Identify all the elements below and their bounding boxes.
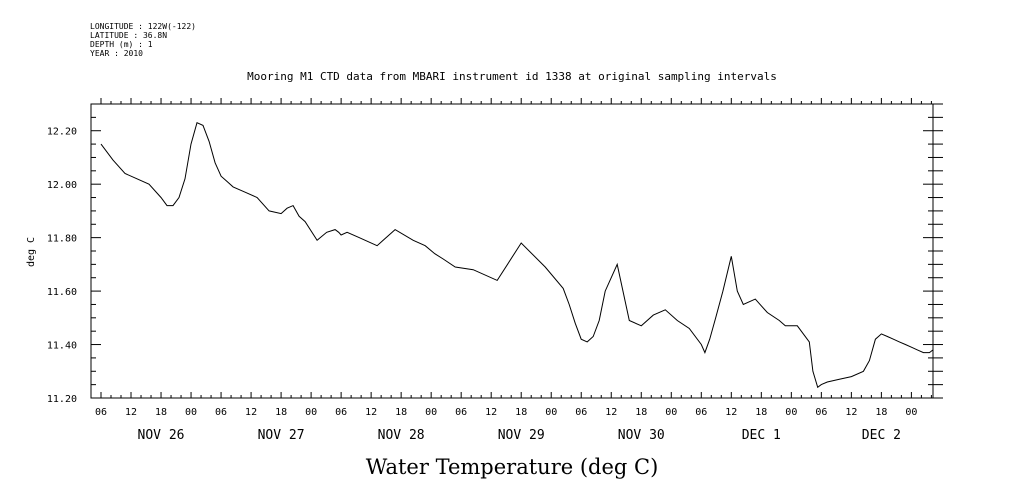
x-hour-tick-label: 18	[515, 407, 527, 418]
x-hour-tick-label: 06	[455, 407, 467, 418]
x-hour-tick-label: 18	[395, 407, 407, 418]
x-day-label: NOV 26	[138, 428, 185, 443]
x-hour-tick-label: 00	[305, 407, 317, 418]
x-hour-tick-label: 00	[425, 407, 437, 418]
x-day-label: NOV 30	[618, 428, 665, 443]
x-hour-tick-label: 06	[215, 407, 227, 418]
y-tick-label: 12.20	[47, 127, 77, 138]
y-tick-label: 11.20	[47, 394, 77, 405]
x-hour-tick-label: 12	[125, 407, 137, 418]
temperature-series-line	[100, 122, 934, 389]
x-hour-tick-label: 00	[665, 407, 677, 418]
x-hour-tick-label: 18	[635, 407, 647, 418]
x-hour-tick-label: 12	[245, 407, 257, 418]
axes-group: 06 12 18 00 06 12 18 00 06 12 18 00 06 12 18 00 06 12 18 00…	[47, 98, 943, 443]
x-hour-tick-label: 18	[155, 407, 167, 418]
depth-label: DEPTH (m) : 1	[90, 40, 153, 49]
plot-frame	[90, 103, 934, 399]
x-hour-tick-label: 12	[845, 407, 857, 418]
latitude-label: LATITUDE : 36.8N	[90, 31, 168, 40]
x-hour-tick-label: 00	[185, 407, 197, 418]
longitude-label: LONGITUDE : 122W(-122)	[90, 22, 196, 31]
x-hour-tick-label: 18	[755, 407, 767, 418]
y-tick-label: 12.00	[47, 180, 77, 191]
year-label: YEAR : 2010	[90, 49, 143, 58]
x-hour-tick-label: 06	[575, 407, 587, 418]
x-hour-tick-label: 12	[725, 407, 737, 418]
x-hour-tick-label: 00	[785, 407, 797, 418]
x-hour-tick-label: 18	[275, 407, 287, 418]
x-hour-tick-label: 06	[815, 407, 827, 418]
series-group	[100, 122, 934, 389]
x-hour-tick-label: 18	[875, 407, 887, 418]
x-axis-label: Water Temperature (deg C)	[366, 455, 659, 479]
y-tick-label: 11.60	[47, 287, 77, 298]
x-day-label: NOV 28	[378, 428, 425, 443]
x-day-label: DEC 1	[742, 428, 781, 443]
x-day-label: NOV 29	[498, 428, 545, 443]
y-tick-label: 11.40	[47, 341, 77, 352]
x-hour-tick-label: 12	[485, 407, 497, 418]
x-hour-tick-label: 00	[905, 407, 917, 418]
y-axis-label: deg C	[26, 237, 37, 267]
x-hour-tick-label: 06	[335, 407, 347, 418]
chart-title: Mooring M1 CTD data from MBARI instrumen…	[247, 70, 777, 83]
x-hour-tick-label: 12	[605, 407, 617, 418]
x-hour-tick-label: 00	[545, 407, 557, 418]
metadata-header: LONGITUDE : 122W(-122) LATITUDE : 36.8N …	[90, 22, 196, 58]
y-tick-label: 11.80	[47, 234, 77, 245]
x-hour-tick-label: 06	[95, 407, 107, 418]
x-hour-tick-label: 12	[365, 407, 377, 418]
x-day-label: DEC 2	[862, 428, 901, 443]
x-hour-tick-label: 06	[695, 407, 707, 418]
x-day-label: NOV 27	[258, 428, 305, 443]
